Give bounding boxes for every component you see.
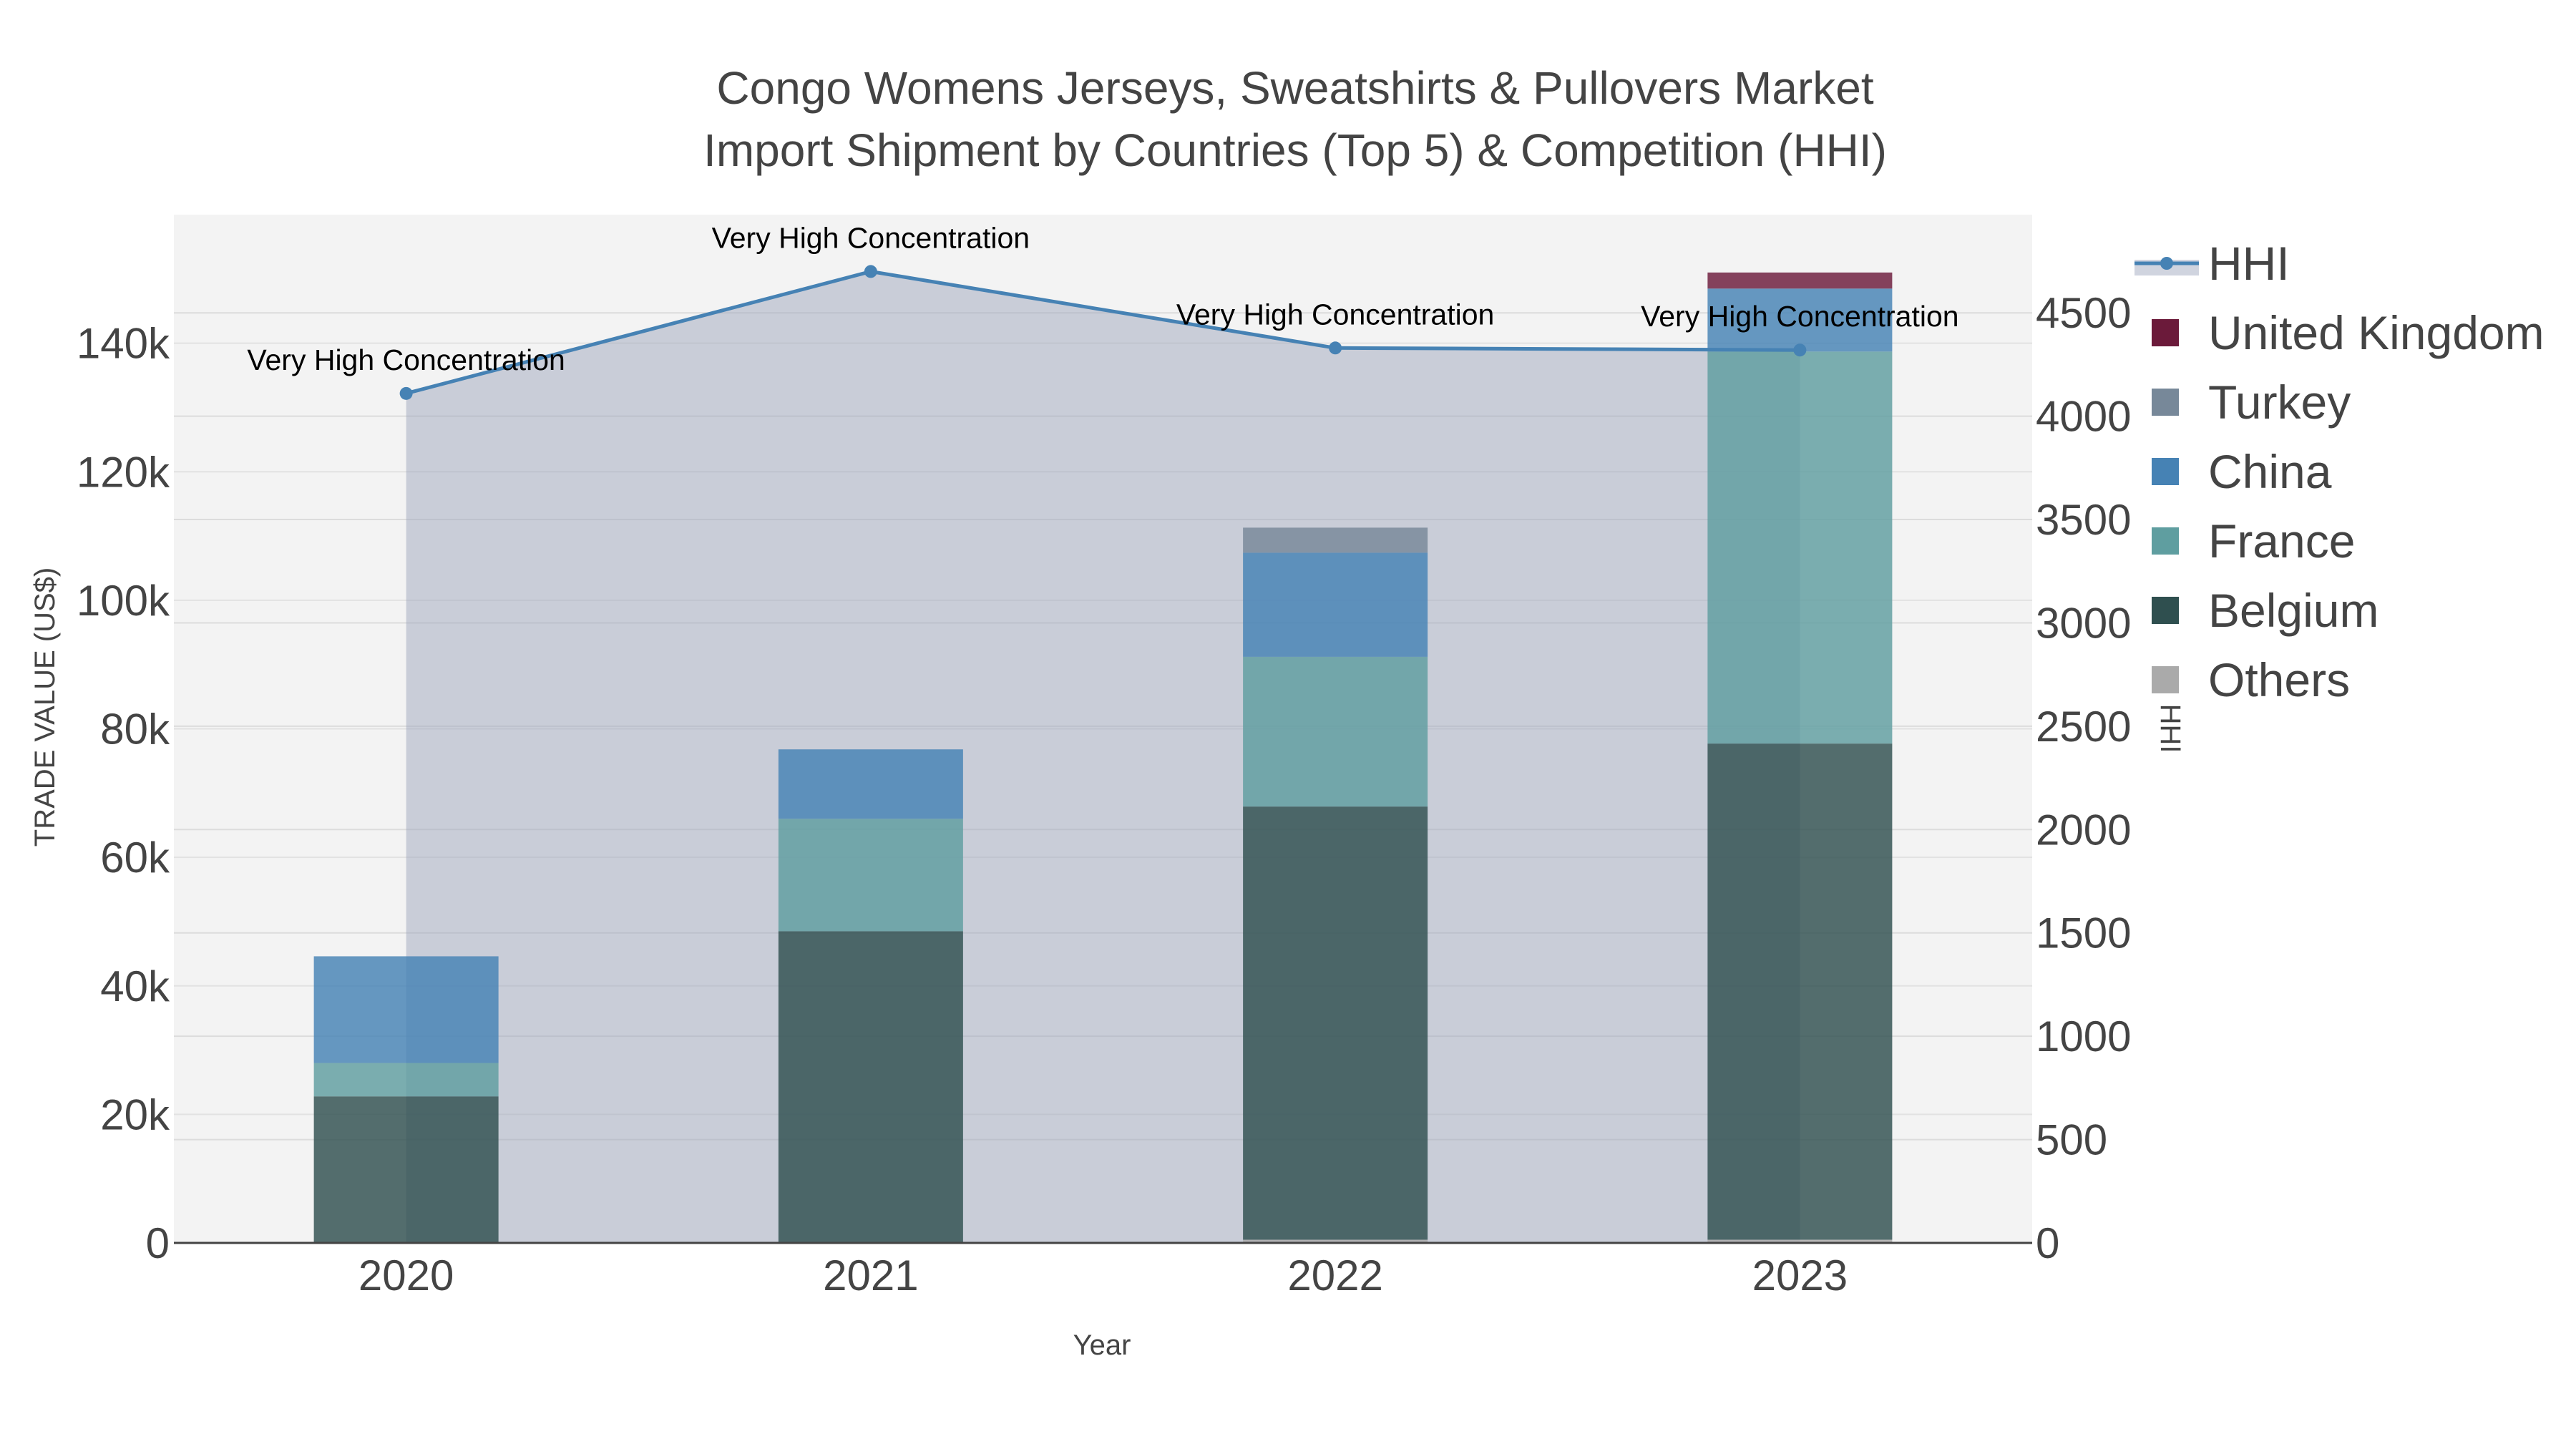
y2-tick-label: 0 — [2036, 1219, 2059, 1267]
legend-label-turkey: Turkey — [2208, 376, 2351, 429]
chart-subtitle: Import Shipment by Countries (Top 5) & C… — [703, 125, 1887, 176]
bar-china-2020 — [313, 956, 499, 1063]
hhi-annotation-2021: Very High Concentration — [712, 221, 1030, 254]
y-tick-label: 140k — [77, 320, 170, 368]
y2-tick-label: 1000 — [2036, 1013, 2131, 1060]
hhi-area — [406, 271, 1800, 1244]
bar-france-2021 — [778, 819, 963, 932]
hhi-point-2022 — [1329, 341, 1342, 355]
x-tick-label: 2020 — [358, 1252, 454, 1299]
bar-france-2023 — [1707, 351, 1893, 744]
legend-swatch-others — [2152, 666, 2179, 693]
legend-label-france: France — [2208, 514, 2355, 567]
bar-france-2020 — [313, 1063, 499, 1097]
legend-swatch-turkey — [2152, 389, 2179, 416]
y-tick-label: 80k — [100, 706, 170, 753]
y2-tick-label: 2500 — [2036, 703, 2131, 751]
bar-belgium-2023 — [1707, 743, 1893, 1240]
bar-china-2023 — [1707, 288, 1893, 352]
hhi-point-2021 — [864, 265, 877, 278]
x-tick-label: 2022 — [1287, 1252, 1382, 1299]
hhi-point-2020 — [399, 386, 413, 400]
chart-title: Congo Womens Jerseys, Sweatshirts & Pull… — [716, 62, 1873, 114]
y-tick-label: 60k — [100, 834, 170, 882]
y2-tick-label: 2000 — [2036, 806, 2131, 854]
legend-label-china: China — [2208, 445, 2332, 498]
hhi-area-layer — [406, 271, 1800, 1244]
x-tick-label: 2021 — [823, 1252, 918, 1299]
bar-belgium-2022 — [1243, 806, 1428, 1240]
y2-tick-label: 4000 — [2036, 393, 2131, 441]
y-tick-label: 40k — [100, 962, 170, 1010]
y-tick-label: 100k — [77, 577, 170, 625]
y2-axis-title: HHI — [2155, 704, 2186, 753]
bar-belgium-2020 — [313, 1096, 499, 1243]
bar-others-2023 — [1707, 1239, 1893, 1243]
y-axis-title: TRADE VALUE (US$) — [29, 567, 61, 847]
legend-swatch-belgium — [2152, 597, 2179, 624]
y-tick-label: 120k — [77, 448, 170, 496]
hhi-annotation-2023: Very High Concentration — [1641, 300, 1958, 333]
bar-others-2022 — [1243, 1239, 1428, 1243]
legend-swatch-hhi-point — [2160, 257, 2173, 270]
bar-united-kingdom-2023 — [1707, 272, 1893, 289]
legend-label-belgium: Belgium — [2208, 584, 2379, 637]
y-tick-label: 20k — [100, 1091, 170, 1138]
y2-tick-label: 1500 — [2036, 909, 2131, 957]
y-tick-label: 0 — [146, 1219, 170, 1267]
hhi-annotation-2022: Very High Concentration — [1176, 298, 1494, 331]
y2-tick-label: 3000 — [2036, 599, 2131, 647]
legend-swatch-china — [2152, 458, 2179, 485]
bar-france-2022 — [1243, 656, 1428, 807]
y-axis-ticks: 0 20k 40k 60k 80k 100k 120k 140k — [77, 320, 170, 1267]
legend-swatch-united-kingdom — [2152, 319, 2179, 346]
bar-china-2022 — [1243, 552, 1428, 657]
x-tick-label: 2023 — [1752, 1252, 1848, 1299]
x-axis-title: Year — [1073, 1330, 1131, 1361]
bar-china-2021 — [778, 749, 963, 819]
legend-label-others: Others — [2208, 653, 2350, 706]
legend-label-united-kingdom: United Kingdom — [2208, 306, 2545, 359]
y2-tick-label: 4500 — [2036, 289, 2131, 337]
legend-swatch-france — [2152, 527, 2179, 555]
hhi-line — [405, 269, 1800, 396]
bars-layer — [313, 272, 1893, 1243]
legend: HHI United Kingdom Turkey China France Belgiu… — [2135, 237, 2545, 706]
y2-axis-ticks: 0 500 1000 1500 2000 2500 3000 3500 4000 4500 — [2036, 289, 2131, 1267]
x-axis-ticks: 2020 2021 2022 2023 — [358, 1252, 1848, 1299]
y2-tick-label: 500 — [2036, 1116, 2107, 1164]
hhi-line-layer: Very High Concentration Very High Concent… — [247, 221, 1959, 400]
bar-belgium-2021 — [778, 931, 963, 1243]
hhi-point-2023 — [1793, 343, 1807, 357]
hhi-annotation-2020: Very High Concentration — [247, 343, 565, 376]
legend-label-hhi: HHI — [2208, 237, 2290, 290]
y2-tick-label: 3500 — [2036, 496, 2131, 544]
bar-turkey-2022 — [1243, 527, 1428, 553]
